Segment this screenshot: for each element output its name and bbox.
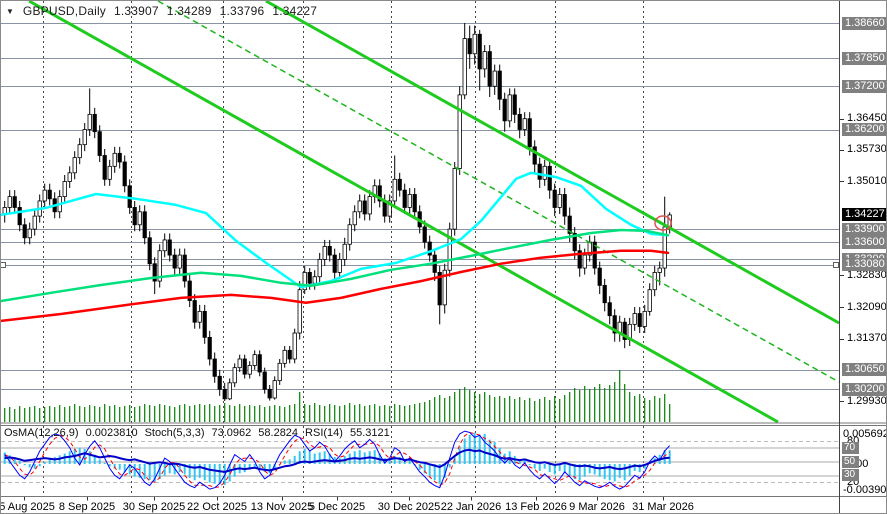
time-axis-label: 30 Dec 2025 <box>377 501 441 513</box>
channel-lower-line[interactable] <box>28 1 779 424</box>
ma-mid-line <box>1 228 670 303</box>
price-level-badge: 1.30650 <box>842 363 886 377</box>
price-level-badge: 1.33900 <box>842 222 886 236</box>
price-tick-mark <box>840 401 844 402</box>
stoch-name: Stoch(5,3,3) <box>144 427 205 439</box>
time-axis-label: 8 Sep 2025 <box>58 501 116 513</box>
ma-fast-line <box>1 171 670 289</box>
price-level-badge: 1.38660 <box>842 16 886 30</box>
osma-value: 0.0023810 <box>85 427 138 439</box>
channel-median-line[interactable] <box>157 1 840 383</box>
stoch-signal-line <box>4 431 670 489</box>
price-tick-mark <box>840 150 844 151</box>
price-level-badge: 1.37200 <box>842 79 886 93</box>
time-axis-label: 22 Oct 2025 <box>187 501 247 513</box>
osc-level-badge: 50 <box>842 455 859 468</box>
rsi-value: 55.3121 <box>349 427 390 439</box>
price-tick-label: 1.32090 <box>847 300 887 313</box>
price-tick-label: 1.32830 <box>847 268 887 281</box>
price-tick-label: 1.35010 <box>847 174 887 187</box>
osc-min-label: -0.003907 <box>843 484 887 496</box>
time-axis-label: 15 Aug 2025 <box>1 501 55 513</box>
time-axis-label: 31 Mar 2026 <box>632 501 694 513</box>
price-tick-label: 1.31370 <box>847 332 887 345</box>
price-tick-mark <box>840 339 844 340</box>
price-tick-mark <box>840 119 844 120</box>
quote-low: 1.33796 <box>219 4 265 18</box>
osc-max-label: 0.005692 <box>843 427 887 440</box>
osc-level-badge: 70 <box>842 441 859 454</box>
stoch-main-value: 73.0962 <box>211 427 252 439</box>
time-axis-label: 5 Dec 2025 <box>308 501 366 513</box>
anchor-handles[interactable] <box>1 262 839 268</box>
rsi-line <box>4 448 670 473</box>
stoch-signal-value: 58.2824 <box>258 427 299 439</box>
chart-menu-arrow-icon[interactable]: ▼ <box>6 6 14 16</box>
current-price-badge: 1.34227 <box>842 208 886 222</box>
price-tick-mark <box>840 307 844 308</box>
ellipse-annotation[interactable] <box>654 215 672 231</box>
rsi-name: RSI(14) <box>305 427 343 439</box>
price-tick-label: 1.29930 <box>847 394 887 407</box>
price-tick-label: 1.35730 <box>847 143 887 156</box>
time-axis-label: 30 Sep 2025 <box>122 501 186 513</box>
price-level-badge: 1.30200 <box>842 382 886 396</box>
price-tick-mark <box>840 275 844 276</box>
volume-histogram <box>4 370 671 422</box>
price-level-badge: 1.33080 <box>842 258 886 272</box>
stoch-main-line <box>4 430 671 490</box>
price-level-badge: 1.33600 <box>842 235 886 249</box>
ma-slow-line <box>1 249 670 323</box>
osc-level-badge: 30 <box>842 469 859 482</box>
candles-layer <box>2 23 672 401</box>
quote-high: 1.34289 <box>166 4 212 18</box>
price-tick-mark <box>840 181 844 182</box>
time-axis-ticks <box>24 497 664 501</box>
time-axis-label: 13 Feb 2026 <box>505 501 567 513</box>
channel-upper-line[interactable] <box>265 1 840 325</box>
osma-name: OsMA(12,26,9) <box>4 427 79 439</box>
quote-open: 1.33907 <box>114 4 159 18</box>
trendline-objects[interactable] <box>28 1 840 424</box>
indicator-values-row: OsMA(12,26,9) 0.0023810 Stoch(5,3,3) 73.… <box>4 427 390 439</box>
price-level-badge: 1.36200 <box>842 123 886 136</box>
price-level-badge: 1.37850 <box>842 51 886 65</box>
time-axis-label: 22 Jan 2026 <box>440 501 502 513</box>
price-tick-label: 1.36450 <box>847 112 887 125</box>
time-axis-label: 9 Mar 2026 <box>569 501 625 513</box>
quote-close: 1.34227 <box>272 4 318 18</box>
chart-title: ▼ GBPUSD,Daily 1.33907 1.34289 1.33796 1… <box>6 4 317 18</box>
symbol-timeframe-label: GBPUSD,Daily <box>22 4 107 18</box>
time-axis-label: 13 Nov 2025 <box>250 501 314 513</box>
